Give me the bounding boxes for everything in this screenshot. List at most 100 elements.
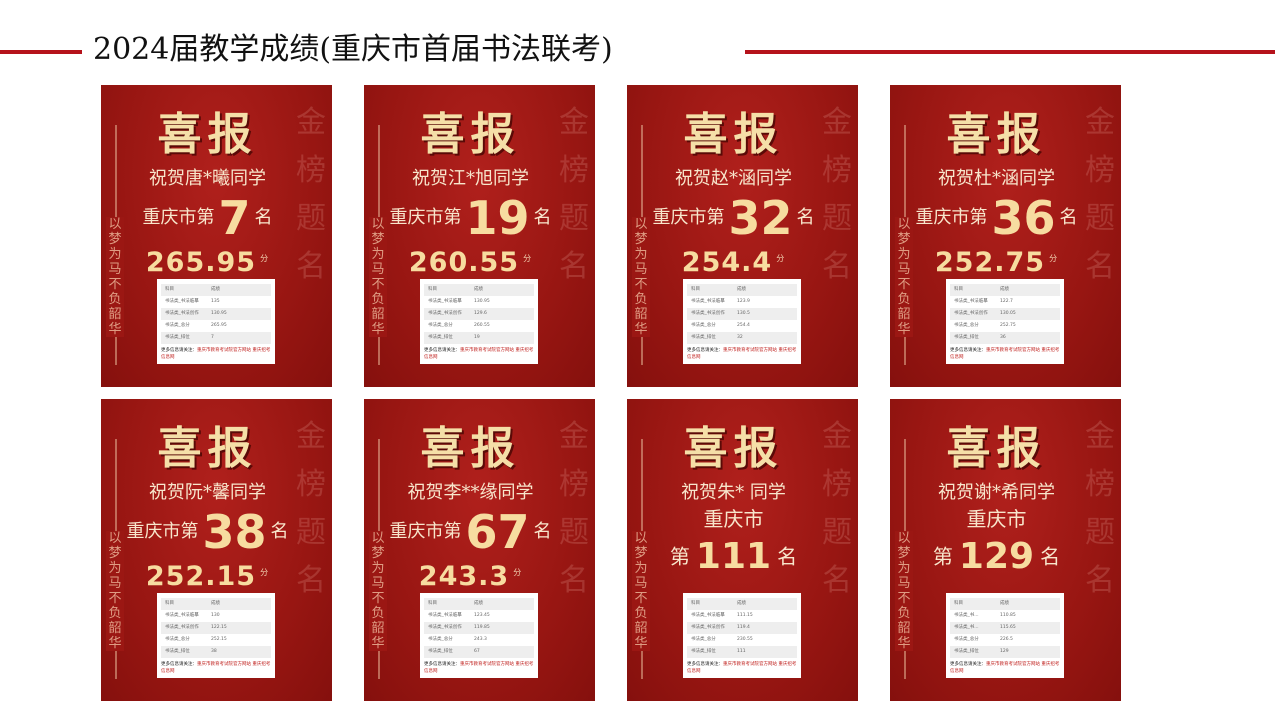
rank-suffix: 名 bbox=[533, 207, 552, 228]
score-cell: 67 bbox=[474, 649, 480, 654]
total-score: 254.4 分 bbox=[651, 243, 816, 278]
poster-card: 以梦为马不负韶华 金榜题名 喜报 祝贺朱* 同学 重庆市 第 111 名 科目 成绩 … bbox=[627, 399, 858, 701]
table-row: 书法类_书法创作 122.15 bbox=[161, 622, 271, 634]
footer-links: 重庆市教育考试院官方网站 重庆招考信息网 bbox=[424, 348, 534, 360]
header-subject: 科目 bbox=[691, 287, 700, 292]
table-row: 书法类_书... 110.85 bbox=[950, 610, 1060, 622]
score-cell: 230.55 bbox=[737, 637, 753, 642]
subject-cell: 书法类_总分 bbox=[165, 323, 190, 328]
subject-cell: 书法类_总分 bbox=[954, 637, 979, 642]
header-subject: 科目 bbox=[165, 287, 174, 292]
score-cell: 129.6 bbox=[474, 311, 487, 316]
total-score: 243.3 分 bbox=[388, 557, 553, 592]
table-row: 书法类_总分 252.15 bbox=[161, 634, 271, 646]
table-row: 书法类_总分 230.55 bbox=[687, 634, 797, 646]
poster-headline: 喜报 bbox=[683, 109, 784, 160]
header-score: 成绩 bbox=[474, 601, 483, 606]
score-unit: 分 bbox=[513, 568, 523, 577]
congrats-line: 祝贺江*旭同学 bbox=[412, 168, 529, 189]
subject-cell: 书法类_书法创作 bbox=[691, 311, 725, 316]
score-cell: 252.15 bbox=[211, 637, 227, 642]
subject-cell: 书法类_书法临摹 bbox=[954, 299, 988, 304]
footer-label: 更多信息请关注： bbox=[687, 348, 723, 353]
footer-links: 重庆市教育考试院官方网站 重庆招考信息网 bbox=[687, 662, 797, 674]
poster-headline: 喜报 bbox=[420, 109, 521, 160]
subject-cell: 书法类_书法创作 bbox=[165, 625, 199, 630]
table-footer: 更多信息请关注：重庆市教育考试院官方网站 重庆招考信息网 bbox=[950, 661, 1060, 675]
rank-line: 重庆市第7 名 bbox=[125, 193, 290, 243]
rank-suffix: 名 bbox=[533, 521, 552, 542]
score-unit: 分 bbox=[260, 568, 270, 577]
table-header: 科目 成绩 bbox=[161, 598, 271, 610]
rank-number: 67 bbox=[465, 505, 530, 559]
subject-cell: 书法类_总分 bbox=[428, 323, 453, 328]
subject-cell: 书法类_总分 bbox=[691, 637, 716, 642]
rank-number: 111 bbox=[695, 535, 772, 577]
score-table: 科目 成绩 书法类_书法临摹 123.45 书法类_书法创作 119.85 书法类_总分 2… bbox=[420, 593, 538, 678]
title-rule-right bbox=[745, 50, 1275, 54]
motto-text: 以梦为马不负韶华 bbox=[369, 531, 387, 651]
score-unit: 分 bbox=[776, 254, 786, 263]
table-row: 书法类_书法创作 129.6 bbox=[424, 308, 534, 320]
watermark-text: 金榜题名 bbox=[822, 105, 852, 284]
score-table: 科目 成绩 书法类_书法临摹 130 书法类_书法创作 122.15 书法类_总分 252.… bbox=[157, 593, 275, 678]
table-row: 书法类_书法临摹 122.7 bbox=[950, 296, 1060, 308]
score-table: 科目 成绩 书法类_书法临摹 130.95 书法类_书法创作 129.6 书法类_总分 26… bbox=[420, 279, 538, 364]
total-score: 252.75 分 bbox=[914, 243, 1079, 278]
footer-links: 重庆市教育考试院官方网站 重庆招考信息网 bbox=[161, 662, 271, 674]
footer-label: 更多信息请关注： bbox=[950, 348, 986, 353]
motto-text: 以梦为马不负韶华 bbox=[106, 217, 124, 337]
rank-prefix: 重庆市第 bbox=[915, 207, 988, 228]
poster-headline: 喜报 bbox=[157, 423, 258, 474]
score-cell: 115.65 bbox=[1000, 625, 1016, 630]
subject-cell: 书法类_排位 bbox=[691, 649, 716, 654]
motto-text: 以梦为马不负韶华 bbox=[632, 531, 650, 651]
table-row: 书法类_书... 115.65 bbox=[950, 622, 1060, 634]
score-cell: 111.15 bbox=[737, 613, 753, 618]
rank-line: 重庆市第67 名 bbox=[388, 507, 553, 557]
title-rule-left bbox=[0, 50, 82, 54]
watermark-text: 金榜题名 bbox=[559, 105, 589, 284]
footer-links: 重庆市教育考试院官方网站 重庆招考信息网 bbox=[950, 348, 1060, 360]
score-cell: 123.45 bbox=[474, 613, 490, 618]
rank-prefix: 重庆市第 bbox=[389, 207, 462, 228]
score-cell: 130 bbox=[211, 613, 220, 618]
subject-cell: 书法类_排位 bbox=[165, 335, 190, 340]
score-cell: 260.55 bbox=[474, 323, 490, 328]
footer-label: 更多信息请关注： bbox=[424, 662, 460, 667]
rank-suffix: 名 bbox=[1040, 544, 1061, 569]
table-header: 科目 成绩 bbox=[950, 284, 1060, 296]
congrats-line: 祝贺朱* 同学 bbox=[681, 482, 786, 503]
rank-prefix: 第 bbox=[932, 544, 953, 569]
table-header: 科目 成绩 bbox=[424, 598, 534, 610]
motto-text: 以梦为马不负韶华 bbox=[632, 217, 650, 337]
watermark-text: 金榜题名 bbox=[822, 419, 852, 598]
rank-prefix: 重庆市第 bbox=[126, 521, 199, 542]
slide-title: 2024届教学成绩(重庆市首届书法联考) bbox=[93, 32, 613, 67]
subject-cell: 书法类_总分 bbox=[428, 637, 453, 642]
header-score: 成绩 bbox=[737, 601, 746, 606]
table-row: 书法类_书法创作 130.95 bbox=[161, 308, 271, 320]
poster-headline: 喜报 bbox=[420, 423, 521, 474]
score-cell: 36 bbox=[1000, 335, 1006, 340]
score-cell: 243.3 bbox=[474, 637, 487, 642]
poster-card: 以梦为马不负韶华 金榜题名 喜报 祝贺杜*涵同学 重庆市第36 名 252.75 分… bbox=[890, 85, 1121, 387]
table-row: 书法类_书法临摹 130.95 bbox=[424, 296, 534, 308]
header-score: 成绩 bbox=[737, 287, 746, 292]
city: 重庆市 bbox=[966, 507, 1027, 531]
poster-card: 以梦为马不负韶华 金榜题名 喜报 祝贺谢*希同学 重庆市 第 129 名 科目 成绩 … bbox=[890, 399, 1121, 701]
table-row: 书法类_书法创作 130.05 bbox=[950, 308, 1060, 320]
score-cell: 265.95 bbox=[211, 323, 227, 328]
watermark-text: 金榜题名 bbox=[1085, 419, 1115, 598]
subject-cell: 书法类_书... bbox=[954, 613, 979, 618]
motto-text: 以梦为马不负韶华 bbox=[106, 531, 124, 651]
subject-cell: 书法类_总分 bbox=[954, 323, 979, 328]
score-table: 科目 成绩 书法类_书... 110.85 书法类_书... 115.65 书法类_总分 2… bbox=[946, 593, 1064, 678]
subject-cell: 书法类_排位 bbox=[165, 649, 190, 654]
score-cell: 226.5 bbox=[1000, 637, 1013, 642]
score-table: 科目 成绩 书法类_书法临摹 135 书法类_书法创作 130.95 书法类_总分 265.… bbox=[157, 279, 275, 364]
score-value: 252.75 bbox=[934, 247, 1046, 278]
subject-cell: 书法类_排位 bbox=[428, 335, 453, 340]
subject-cell: 书法类_排位 bbox=[428, 649, 453, 654]
table-row: 书法类_总分 226.5 bbox=[950, 634, 1060, 646]
